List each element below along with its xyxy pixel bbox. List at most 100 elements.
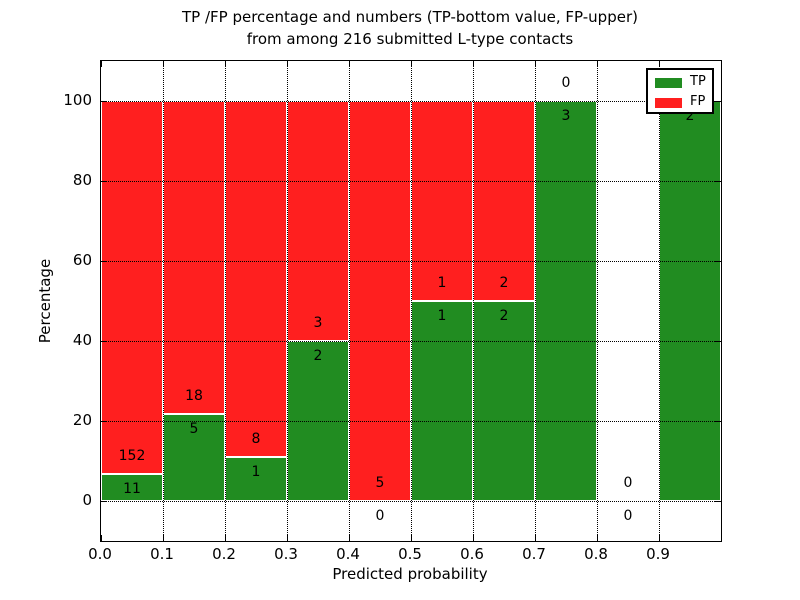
bar-count-tp-1: 5 [189, 421, 199, 438]
xtick-bottom-0.4 [349, 535, 350, 541]
bar-count-tp-4: 0 [375, 508, 385, 525]
ytick-right-100 [715, 101, 721, 102]
bar-count-fp-7: 0 [561, 75, 571, 91]
ytick-label-100: 100 [63, 91, 92, 109]
gridline-x-0.6 [473, 61, 474, 541]
xtick-top-0.4 [349, 61, 350, 67]
bar-tp-0 [101, 474, 163, 501]
bar-fp-5 [411, 101, 473, 301]
xtick-top-0.9 [659, 61, 660, 67]
ytick-label-60: 60 [72, 251, 92, 269]
ytick-right-0 [715, 501, 721, 502]
gridline-x-0.4 [349, 61, 350, 541]
ytick-right-60 [715, 261, 721, 262]
bar-count-tp-5: 1 [437, 308, 447, 325]
gridline-x-0.7 [535, 61, 536, 541]
xtick-bottom-0.8 [597, 535, 598, 541]
xtick-bottom-0.6 [473, 535, 474, 541]
xtick-label-0.3: 0.3 [274, 545, 298, 563]
xtick-top-0.8 [597, 61, 598, 67]
bar-fp-6 [473, 101, 535, 301]
xtick-top-0.7 [535, 61, 536, 67]
plot-area: 152 11 18 5 8 1 3 2 5 0 1 1 2 2 0 3 0 0 2 TP FP [100, 60, 722, 542]
bar-count-tp-8: 0 [623, 508, 633, 525]
xtick-label-0.1: 0.1 [150, 545, 174, 563]
ytick-right-40 [715, 341, 721, 342]
bar-fp-2 [225, 101, 287, 457]
bar-count-fp-2: 8 [251, 430, 261, 447]
xtick-top-0.1 [163, 61, 164, 67]
legend-label-tp: TP [690, 74, 706, 89]
bar-count-tp-6: 2 [499, 308, 509, 325]
gridline-x-0.5 [411, 61, 412, 541]
xtick-label-0.4: 0.4 [336, 545, 360, 563]
ytick-label-0: 0 [82, 491, 92, 509]
ytick-left-100 [101, 101, 107, 102]
xtick-label-0.8: 0.8 [584, 545, 608, 563]
bar-count-tp-2: 1 [251, 463, 261, 480]
bar-tp-6 [473, 301, 535, 501]
bar-count-tp-3: 2 [313, 348, 323, 365]
xtick-label-0.5: 0.5 [398, 545, 422, 563]
legend-swatch-tp [655, 78, 682, 88]
bar-count-fp-0: 152 [118, 448, 146, 464]
bar-count-fp-4: 5 [375, 475, 385, 491]
xtick-label-0.9: 0.9 [646, 545, 670, 563]
xtick-top-0.6 [473, 61, 474, 67]
gridline-x-0.9 [659, 61, 660, 541]
bar-count-tp-9: 2 [685, 108, 695, 125]
xtick-top-0.2 [225, 61, 226, 67]
gridline-x-0.3 [287, 61, 288, 541]
ytick-label-20: 20 [72, 411, 92, 429]
legend-swatch-fp [655, 98, 682, 108]
bar-count-fp-1: 18 [185, 388, 203, 405]
xtick-bottom-0.3 [287, 535, 288, 541]
xtick-label-0.2: 0.2 [212, 545, 236, 563]
bar-fp-1 [163, 101, 225, 415]
ytick-label-40: 40 [72, 331, 92, 349]
xtick-top-0.3 [287, 61, 288, 67]
ytick-left-80 [101, 181, 107, 182]
bar-tp-7 [535, 101, 597, 501]
ytick-label-80: 80 [72, 171, 92, 189]
gridline-x-0.2 [225, 61, 226, 541]
bar-count-fp-6: 2 [499, 275, 509, 291]
ytick-right-80 [715, 181, 721, 182]
xtick-top-0.5 [411, 61, 412, 67]
xtick-bottom-0.7 [535, 535, 536, 541]
xtick-label-0.7: 0.7 [522, 545, 546, 563]
xtick-bottom-0.2 [225, 535, 226, 541]
bar-count-fp-8: 0 [623, 475, 633, 491]
xtick-bottom-0.5 [411, 535, 412, 541]
xtick-label-0: 0.0 [88, 545, 112, 563]
gridline-x-0.1 [163, 61, 164, 541]
xtick-top-0 [101, 61, 102, 67]
y-axis-label: Percentage [36, 258, 54, 344]
bar-tp-9 [659, 101, 721, 501]
bar-fp-3 [287, 101, 349, 341]
ytick-left-60 [101, 261, 107, 262]
x-axis-label: Predicted probability [332, 565, 488, 583]
gridline-x-0.8 [597, 61, 598, 541]
xtick-bottom-0 [101, 535, 102, 541]
bar-count-fp-5: 1 [437, 275, 447, 291]
chart-title: TP /FP percentage and numbers (TP-bottom… [100, 6, 720, 50]
ytick-left-20 [101, 421, 107, 422]
bar-fp-0 [101, 101, 163, 474]
bar-tp-5 [411, 301, 473, 501]
xtick-label-0.6: 0.6 [460, 545, 484, 563]
chart-title-line2: from among 216 submitted L-type contacts [246, 30, 574, 48]
ytick-left-40 [101, 341, 107, 342]
xtick-bottom-0.1 [163, 535, 164, 541]
chart-title-line1: TP /FP percentage and numbers (TP-bottom… [182, 8, 638, 26]
bar-count-tp-0: 11 [123, 481, 141, 498]
bar-count-fp-3: 3 [313, 315, 323, 331]
bar-fp-4 [349, 101, 411, 501]
legend-label-fp: FP [690, 94, 706, 109]
ytick-right-20 [715, 421, 721, 422]
legend: TP FP [646, 68, 714, 114]
xtick-bottom-0.9 [659, 535, 660, 541]
ytick-left-0 [101, 501, 107, 502]
bar-count-tp-7: 3 [561, 108, 571, 125]
